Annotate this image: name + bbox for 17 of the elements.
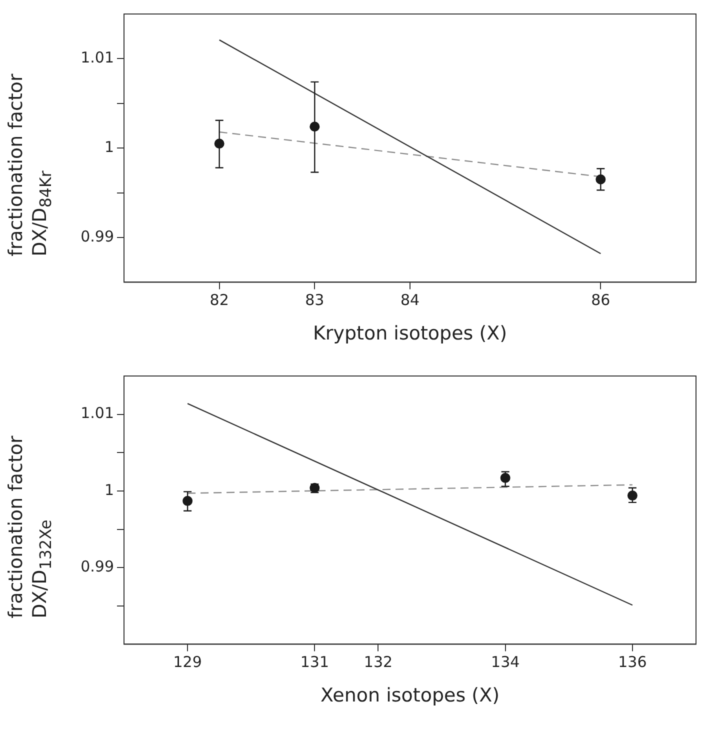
x-tick-label: 84	[400, 291, 420, 310]
x-tick-label: 83	[305, 291, 324, 310]
x-axis-title: Krypton isotopes (X)	[312, 322, 508, 345]
y-tick-label: 1.01	[80, 404, 114, 422]
x-axis-title: Xenon isotopes (X)	[320, 684, 500, 707]
x-tick-label: 136	[618, 653, 647, 672]
x-tick-label: 134	[491, 653, 520, 672]
y-tick-label: 1.01	[80, 48, 114, 67]
x-tick-label: 129	[173, 653, 202, 672]
y-tick-label: 1	[104, 480, 114, 499]
y-tick-label: 0.99	[80, 227, 114, 246]
x-tick-label: 82	[210, 291, 229, 310]
y-tick-label: 1	[104, 138, 114, 156]
x-tick-label: 132	[364, 653, 393, 672]
x-tick-label: 86	[591, 291, 610, 310]
x-tick-label: 131	[300, 653, 329, 672]
y-tick-label: 0.99	[80, 557, 114, 576]
